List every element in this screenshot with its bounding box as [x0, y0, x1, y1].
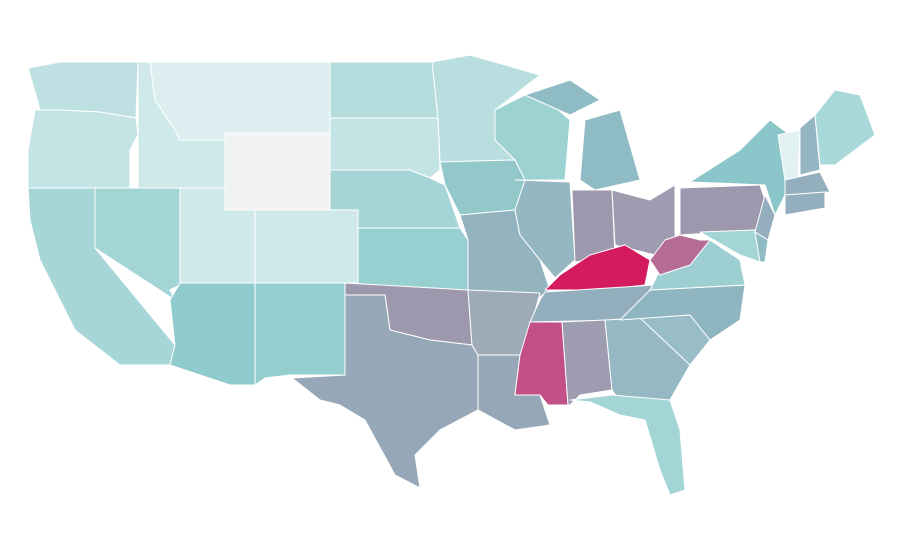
state	[784, 171, 831, 196]
state	[569, 394, 686, 496]
state	[357, 227, 469, 291]
state	[224, 132, 331, 211]
state	[754, 231, 769, 263]
state	[514, 179, 576, 279]
state	[814, 89, 876, 166]
state	[649, 234, 711, 276]
state	[329, 61, 439, 119]
state	[524, 79, 641, 191]
state	[784, 191, 826, 216]
state	[169, 282, 256, 386]
state	[561, 319, 613, 406]
state	[799, 114, 821, 176]
state	[254, 282, 346, 386]
state	[27, 109, 139, 189]
state	[149, 61, 331, 141]
state	[254, 209, 359, 284]
state	[329, 117, 441, 179]
state	[291, 294, 479, 489]
